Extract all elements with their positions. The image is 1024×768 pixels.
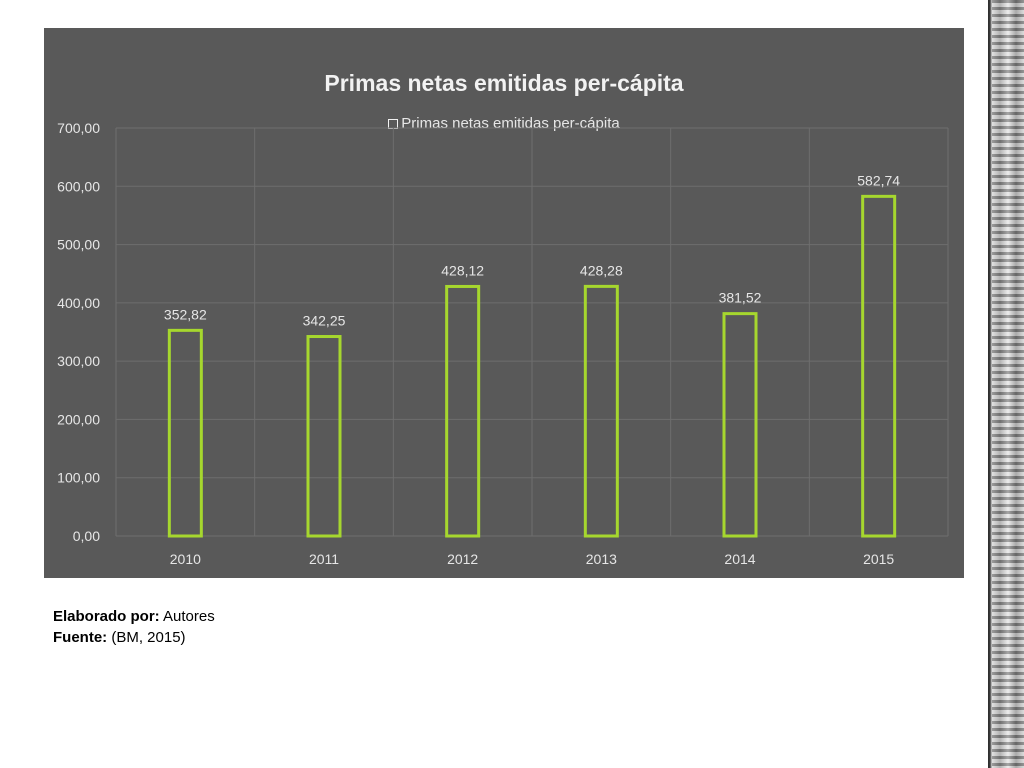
x-tick-label: 2013 [586, 551, 617, 567]
y-tick-label: 100,00 [57, 470, 100, 486]
bar-chart: 0,00 100,00 200,00 300,00 400,00 500,00 600,00… [57, 120, 949, 567]
data-label: 428,28 [580, 262, 623, 278]
x-tick-label: 2014 [724, 551, 755, 567]
bar [722, 312, 758, 538]
y-tick-label: 400,00 [57, 295, 100, 311]
y-tick-label: 300,00 [57, 353, 100, 369]
bar [306, 335, 342, 538]
author-label: Elaborado por: [53, 608, 160, 625]
x-tick-label: 2011 [309, 551, 339, 567]
y-tick-label: 500,00 [57, 237, 100, 253]
data-label: 381,52 [719, 290, 762, 306]
y-tick-label: 0,00 [73, 528, 100, 544]
y-tick-label: 700,00 [57, 120, 100, 136]
bar [445, 284, 481, 538]
bar [861, 194, 897, 538]
y-tick-label: 200,00 [57, 411, 100, 427]
x-tick-label: 2010 [170, 551, 201, 567]
y-tick-label: 600,00 [57, 178, 100, 194]
chart-notes: Elaborado por: Autores Fuente: (BM, 2015… [53, 606, 215, 648]
x-tick-label: 2015 [863, 551, 894, 567]
author-value: Autores [159, 608, 215, 625]
chart-panel: Primas netas emitidas per-cápita Primas … [44, 28, 964, 578]
bar [167, 328, 203, 538]
author-line: Elaborado por: Autores [53, 606, 215, 627]
data-label: 428,12 [441, 262, 484, 278]
bar [583, 284, 619, 538]
slide-edge-decoration [978, 0, 1024, 768]
data-label: 352,82 [164, 306, 207, 322]
data-label: 582,74 [857, 172, 900, 188]
x-tick-label: 2012 [447, 551, 478, 567]
source-line: Fuente: (BM, 2015) [53, 627, 215, 648]
data-label: 342,25 [303, 313, 346, 329]
source-value: (BM, 2015) [107, 629, 186, 646]
source-label: Fuente: [53, 629, 108, 646]
chart-title: Primas netas emitidas per-cápita [324, 70, 684, 96]
